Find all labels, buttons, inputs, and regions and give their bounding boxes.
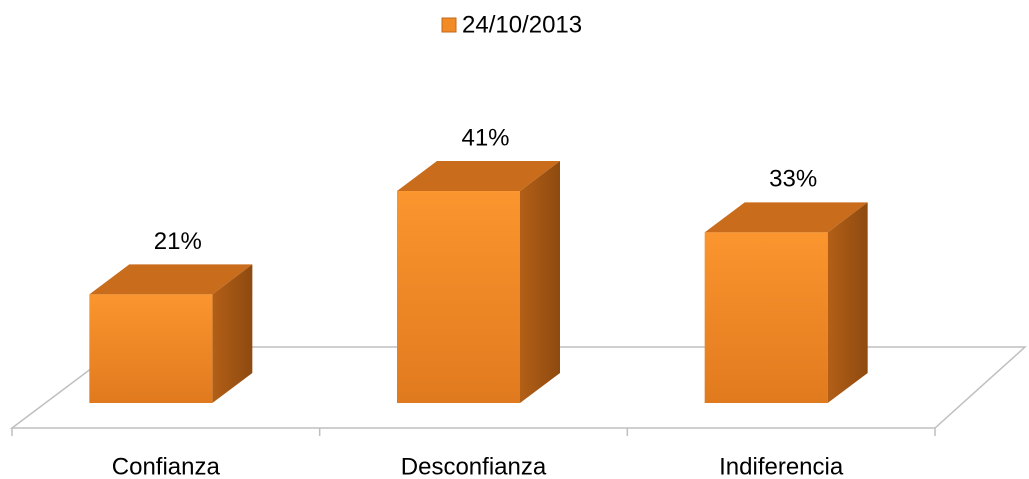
data-label: 21%	[154, 228, 202, 255]
bar-top	[397, 161, 560, 192]
bar-top	[89, 264, 253, 295]
data-label: 41%	[461, 124, 509, 151]
x-tick-label: Indiferencia	[719, 453, 844, 479]
bar-front	[89, 294, 213, 403]
bar-front	[397, 191, 520, 403]
legend-label: 24/10/2013	[462, 11, 582, 38]
data-label: 33%	[769, 166, 817, 193]
x-tick-label: Desconfianza	[401, 453, 547, 479]
bar-side	[212, 264, 253, 403]
bar-front	[704, 232, 828, 403]
x-tick-label: Confianza	[112, 453, 221, 479]
legend-swatch	[441, 17, 457, 33]
bar-top	[704, 202, 868, 233]
bar-side	[520, 161, 560, 403]
bar-side	[827, 202, 868, 403]
